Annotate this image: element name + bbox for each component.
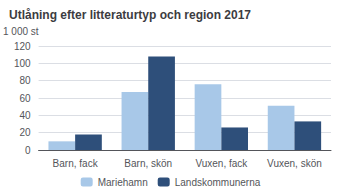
svg-text:Vuxen, skön: Vuxen, skön bbox=[267, 158, 322, 169]
svg-text:Barn, skön: Barn, skön bbox=[124, 158, 172, 169]
svg-text:0: 0 bbox=[25, 145, 31, 156]
svg-text:Barn, fack: Barn, fack bbox=[53, 158, 99, 169]
svg-text:100: 100 bbox=[14, 58, 31, 69]
svg-text:Landskommunerna: Landskommunerna bbox=[175, 177, 261, 188]
svg-text:Utlåning efter litteraturtyp o: Utlåning efter litteraturtyp och region … bbox=[9, 8, 251, 22]
svg-text:Vuxen, fack: Vuxen, fack bbox=[195, 158, 248, 169]
svg-text:20: 20 bbox=[19, 127, 31, 138]
svg-text:Mariehamn: Mariehamn bbox=[98, 177, 148, 188]
svg-text:1 000 st: 1 000 st bbox=[3, 26, 39, 37]
svg-text:80: 80 bbox=[19, 75, 31, 86]
svg-text:120: 120 bbox=[14, 41, 31, 52]
svg-text:60: 60 bbox=[19, 93, 31, 104]
svg-text:40: 40 bbox=[19, 110, 31, 121]
